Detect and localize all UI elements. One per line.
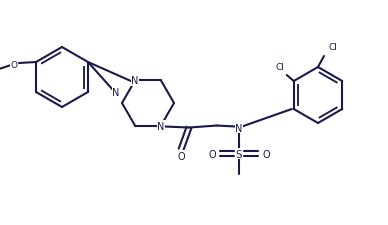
Text: Cl: Cl bbox=[275, 62, 284, 71]
Text: O: O bbox=[208, 149, 216, 159]
Text: S: S bbox=[236, 149, 242, 159]
Text: O: O bbox=[177, 151, 185, 161]
Text: N: N bbox=[131, 76, 139, 86]
Text: O: O bbox=[262, 149, 270, 159]
Text: O: O bbox=[10, 60, 17, 69]
Text: N: N bbox=[112, 88, 120, 98]
Text: N: N bbox=[157, 121, 165, 131]
Text: N: N bbox=[235, 123, 242, 133]
Text: Cl: Cl bbox=[329, 42, 338, 51]
